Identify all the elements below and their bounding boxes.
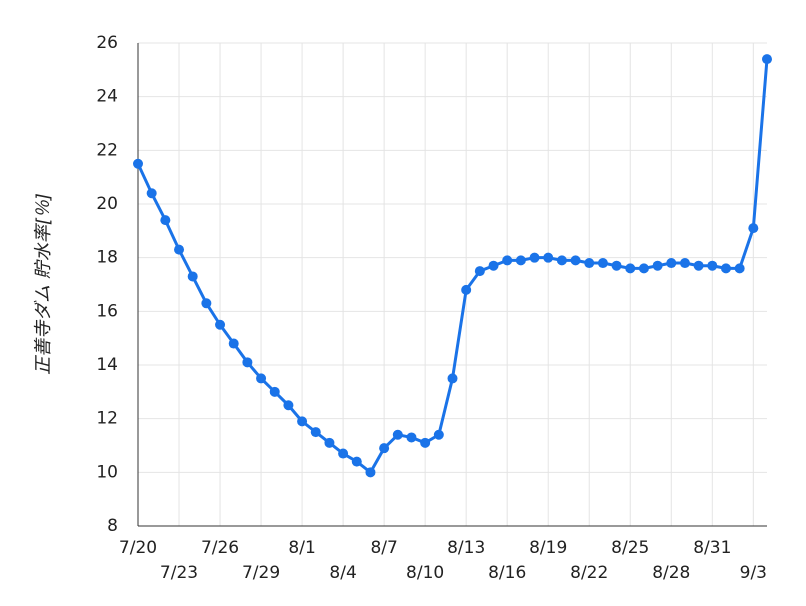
y-tick-label: 18 [96,248,118,268]
point [201,298,212,309]
point [652,260,663,271]
x-tick-label: 9/3 [740,563,767,583]
point [256,373,267,384]
y-tick-label: 20 [96,194,118,214]
point [338,448,349,459]
point [133,158,143,169]
point [447,373,458,384]
point [625,263,636,274]
point [502,255,513,266]
point [283,400,294,411]
x-tick-label: 7/29 [242,563,280,583]
x-tick-label: 7/20 [119,538,157,558]
point [707,260,718,271]
y-tick-label: 10 [96,462,118,482]
point [242,357,253,368]
point [611,260,622,271]
point [720,263,731,274]
point [515,255,526,266]
y-tick-label: 24 [96,87,118,107]
y-tick-label: 22 [96,140,118,160]
x-tick-label: 7/26 [201,538,239,558]
point [228,338,239,349]
point [297,416,308,427]
y-axis-label: 正善寺ダム 貯水率[％] [33,193,54,375]
x-tick-label: 8/7 [370,538,397,558]
point [638,263,649,274]
x-tick-label: 8/13 [447,538,485,558]
point [365,467,376,478]
point [461,284,472,295]
x-tick-label: 8/25 [611,538,649,558]
point [762,54,772,65]
point [474,266,485,277]
point [160,215,171,226]
y-tick-label: 12 [96,409,118,429]
x-tick-label: 8/1 [288,538,315,558]
x-tick-label: 8/31 [693,538,731,558]
point [351,456,362,467]
point [570,255,581,266]
point [543,252,554,263]
y-tick-label: 8 [107,516,118,536]
x-tick-label: 8/28 [652,563,690,583]
y-tick-label: 16 [96,301,118,321]
x-tick-label: 8/4 [329,563,356,583]
point [146,188,157,199]
point [420,437,431,448]
point [324,437,335,448]
point [174,244,185,255]
point [187,271,198,282]
point [215,319,226,330]
point [584,258,595,269]
x-tick-label: 7/23 [160,563,198,583]
point [597,258,608,269]
y-tick-label: 14 [96,355,118,375]
x-tick-label: 8/10 [406,563,444,583]
point [693,260,704,271]
point [556,255,567,266]
x-tick-label: 8/16 [488,563,526,583]
x-tick-label: 8/19 [529,538,567,558]
x-tick-label: 8/22 [570,563,608,583]
point [269,386,280,397]
point [392,429,403,440]
point [529,252,540,263]
point [488,260,499,271]
point [379,443,390,454]
point [679,258,690,269]
y-tick-label: 26 [96,33,118,53]
point [406,432,417,443]
point [666,258,677,269]
point [433,429,444,440]
point [310,427,321,438]
point [748,223,759,234]
point [734,263,745,274]
